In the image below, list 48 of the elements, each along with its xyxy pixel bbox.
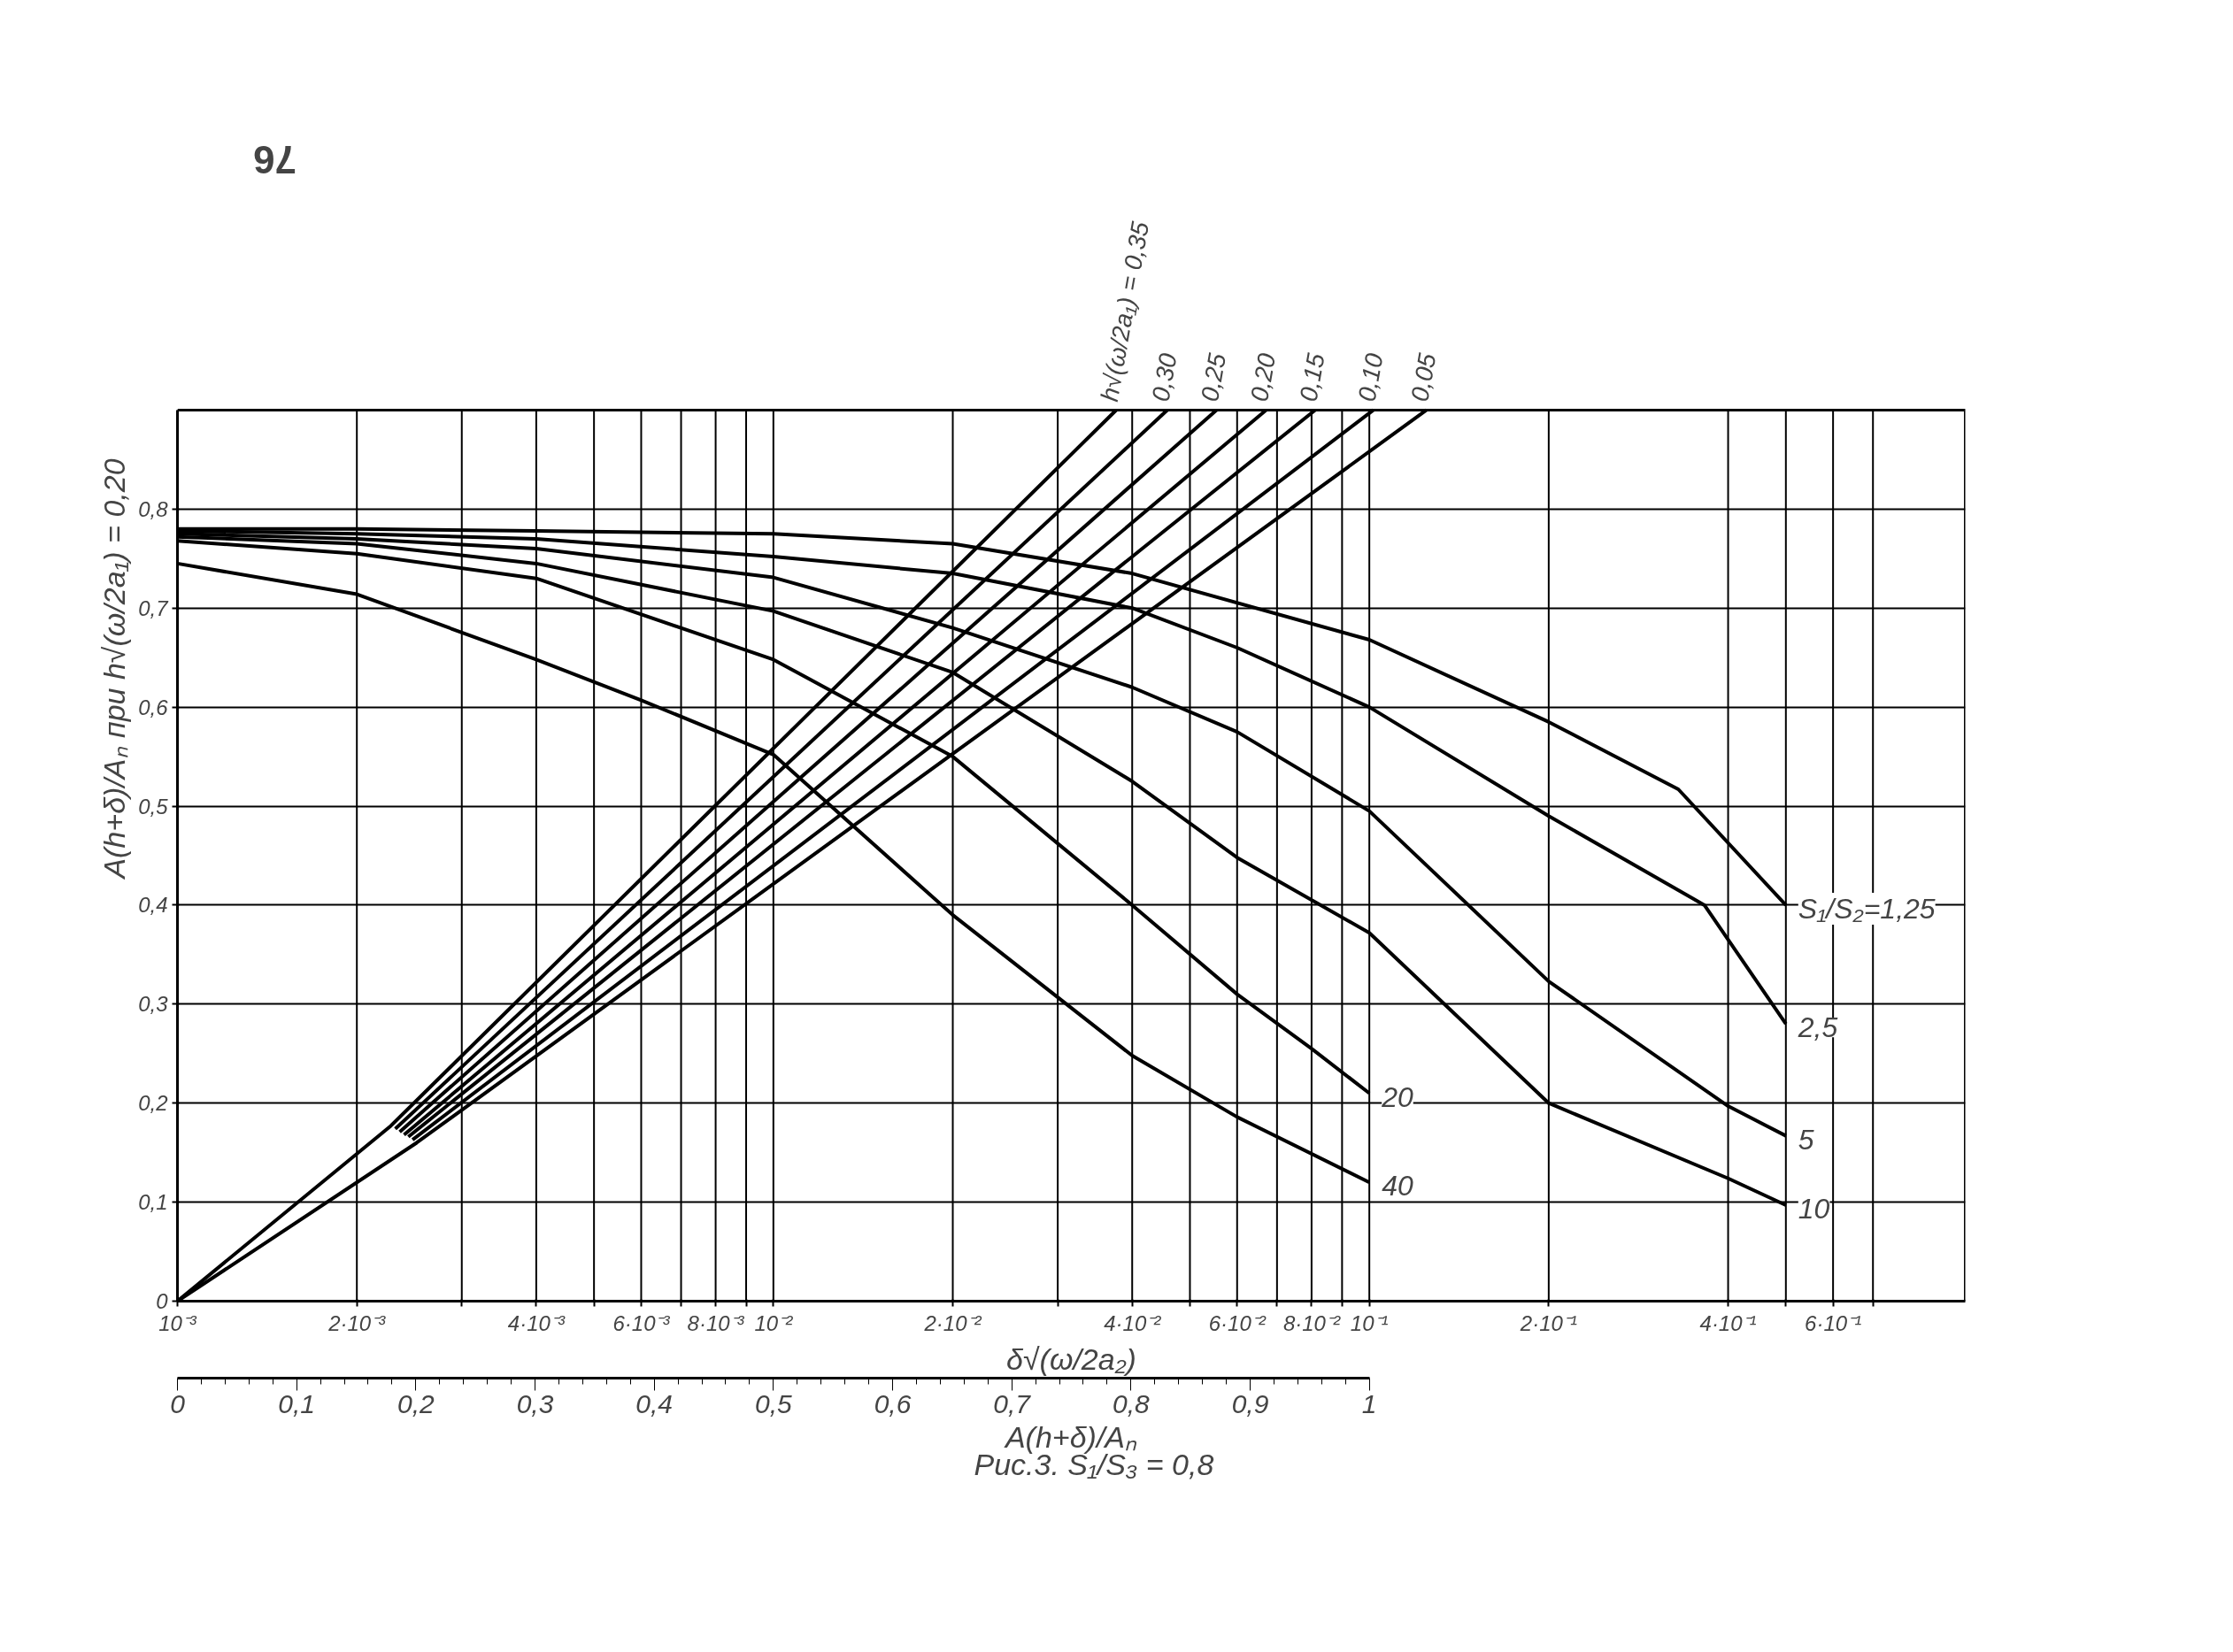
x-tick-label: 10⁻² (754, 1310, 794, 1335)
x2-tick-label: 0,2 (397, 1388, 435, 1418)
y-tick-label: 0,2 (138, 1091, 168, 1116)
y-tick-label: 0,6 (138, 695, 169, 719)
y-tick-label: 0,7 (138, 595, 170, 620)
text: 0,30 (1146, 350, 1182, 404)
x2-tick-label: 0,3 (516, 1388, 554, 1418)
text: 0,10 (1352, 350, 1389, 404)
x2-tick-label: 0,7 (993, 1388, 1032, 1418)
y-tick-label: 0,8 (138, 496, 169, 521)
x-tick-label: 8·10⁻² (1282, 1310, 1341, 1335)
y-tick-label: 0,4 (138, 893, 168, 918)
x-tick-label: 10⁻¹ (1350, 1310, 1389, 1335)
text: 0,15 (1294, 350, 1330, 404)
y-tick-label: 0 (156, 1289, 169, 1313)
x2-tick-label: 0,1 (278, 1388, 316, 1418)
x-tick-label: 8·10⁻³ (687, 1310, 745, 1335)
series-label: 20 (1381, 1080, 1413, 1113)
text: 0,25 (1196, 350, 1232, 404)
y-tick-label: 0,3 (138, 992, 169, 1017)
x2-tick-label: 0,8 (1112, 1388, 1150, 1418)
x-tick-label: 10⁻³ (158, 1310, 197, 1335)
y-axis-title: A(h+δ)/Aₙ при h√(ω/2a₁) = 0,20 (97, 458, 132, 880)
text: 0,20 (1245, 350, 1282, 404)
series-label: 2,5 (1797, 1011, 1838, 1044)
x-tick-label: 6·10⁻² (1208, 1310, 1267, 1335)
x-tick-label: 2·10⁻¹ (1519, 1310, 1577, 1335)
x2-tick-label: 1 (1361, 1388, 1377, 1418)
y-tick-label: 0,1 (138, 1190, 168, 1215)
series-label: S₁/S₂=1,25 (1798, 892, 1936, 925)
x-tick-label: 4·10⁻² (1104, 1310, 1162, 1335)
series-label: 10 (1798, 1192, 1830, 1225)
x-tick-label: 2·10⁻² (923, 1310, 982, 1335)
x-tick-label: 6·10⁻³ (612, 1310, 671, 1335)
x2-tick-label: 0,5 (754, 1388, 792, 1418)
x2-tick-label: 0,6 (874, 1388, 912, 1418)
y-tick-label: 0,5 (138, 794, 169, 818)
x-tick-label: 2·10⁻³ (327, 1310, 387, 1335)
x-tick-label: 6·10⁻¹ (1805, 1310, 1862, 1335)
x2-tick-label: 0,9 (1231, 1388, 1269, 1418)
x2-tick-label: 0,4 (635, 1388, 674, 1418)
series-label: 5 (1798, 1123, 1814, 1156)
x-tick-label: 4·10⁻³ (507, 1310, 566, 1335)
x-tick-label: 4·10⁻¹ (1699, 1310, 1757, 1335)
x-axis-title: δ√(ω/2a₂) (1006, 1341, 1136, 1376)
text: 0,05 (1405, 350, 1442, 404)
series-label: 40 (1382, 1170, 1413, 1203)
text: 76 (253, 138, 296, 181)
